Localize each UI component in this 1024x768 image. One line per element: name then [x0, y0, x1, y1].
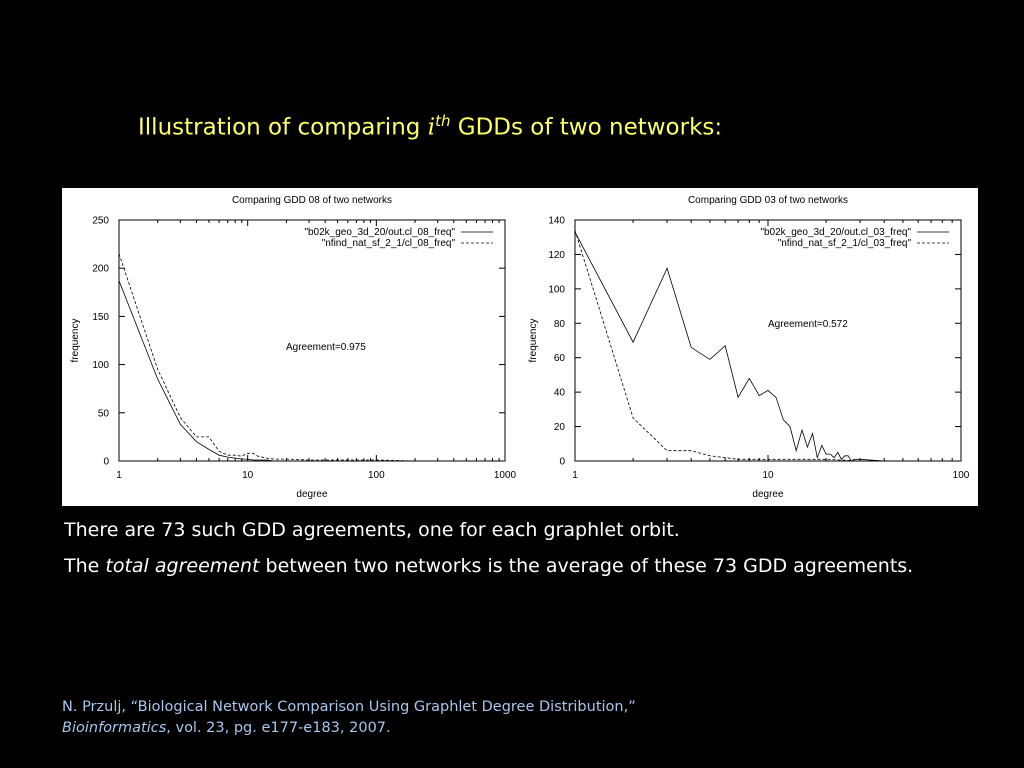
series-line-1: [574, 231, 885, 462]
body-line-2-suffix: between two networks is the average of t…: [259, 555, 914, 577]
y-tick-label: 20: [554, 422, 566, 433]
body-line-2-prefix: The: [64, 555, 106, 577]
total-agreement-em: total agreement: [105, 555, 260, 577]
legend-label-1: "b02k_geo_3d_20/out.cl_08_freq": [304, 227, 455, 238]
y-axis-label: frequency: [70, 319, 81, 363]
slide-title: Illustration of comparing ith GDDs of tw…: [138, 112, 722, 141]
math-i: i: [427, 114, 436, 141]
chart-gdd-03: Comparing GDD 03 of two networks 0 20 40 60 8…: [520, 188, 978, 506]
chart-gdd-08: Comparing GDD 08 of two networks 0 50 100 15…: [62, 188, 522, 506]
y-tick-label: 100: [548, 284, 565, 295]
body-line-1: There are 73 such GDD agreements, one fo…: [64, 519, 680, 541]
x-tick-label: 100: [953, 470, 970, 481]
x-tick-label: 1: [572, 470, 578, 481]
y-tick-label: 150: [92, 312, 109, 323]
citation: N. Przulj, “Biological Network Compariso…: [62, 697, 636, 739]
y-tick-label: 0: [103, 457, 109, 468]
body-text: There are 73 such GDD agreements, one fo…: [64, 512, 964, 584]
agreement-annotation: Agreement=0.572: [768, 319, 848, 330]
y-tick-label: 60: [554, 353, 566, 364]
citation-journal: Bioinformatics: [62, 720, 167, 736]
y-tick-label: 120: [548, 250, 565, 261]
series-line-2: [118, 253, 416, 462]
y-tick-label: 50: [98, 408, 110, 419]
y-tick-label: 200: [92, 264, 109, 275]
slide-title-suffix: GDDs of two networks:: [450, 114, 723, 141]
plot-frame: [118, 219, 506, 462]
x-axis-label: degree: [752, 489, 784, 500]
citation-line-2: Bioinformatics, vol. 23, pg. e177-e183, …: [62, 718, 636, 739]
x-tick-label: 10: [242, 470, 254, 481]
plot-frame: [574, 219, 962, 462]
slide-title-prefix: Illustration of comparing: [138, 114, 428, 141]
y-tick-label: 140: [548, 216, 565, 227]
y-tick-label: 100: [92, 360, 109, 371]
y-axis-label: frequency: [528, 319, 539, 363]
y-tick-label: 40: [554, 388, 566, 399]
series-line-2: [574, 230, 885, 462]
y-tick-label: 80: [554, 319, 566, 330]
legend-label-2: "nfind_nat_sf_2_1/cl_08_freq": [322, 238, 456, 249]
legend-label-1: "b02k_geo_3d_20/out.cl_03_freq": [760, 227, 911, 238]
x-tick-label: 10: [762, 470, 774, 481]
body-line-2: The total agreement between two networks…: [64, 548, 964, 584]
y-tick-label: 250: [92, 216, 109, 227]
agreement-annotation: Agreement=0.975: [286, 342, 366, 353]
legend-label-2: "nfind_nat_sf_2_1/cl_03_freq": [778, 238, 912, 249]
series-line-1: [118, 280, 416, 462]
x-tick-label: 1: [116, 470, 122, 481]
chart-title: Comparing GDD 08 of two networks: [232, 195, 392, 206]
chart-title: Comparing GDD 03 of two networks: [688, 195, 848, 206]
x-tick-label: 1000: [494, 470, 517, 481]
citation-line-1: N. Przulj, “Biological Network Compariso…: [62, 699, 636, 715]
x-tick-label: 100: [368, 470, 385, 481]
y-tick-label: 0: [559, 457, 565, 468]
math-th: th: [435, 112, 451, 130]
citation-line-2-suffix: , vol. 23, pg. e177-e183, 2007.: [166, 720, 391, 736]
x-axis-label: degree: [296, 489, 328, 500]
